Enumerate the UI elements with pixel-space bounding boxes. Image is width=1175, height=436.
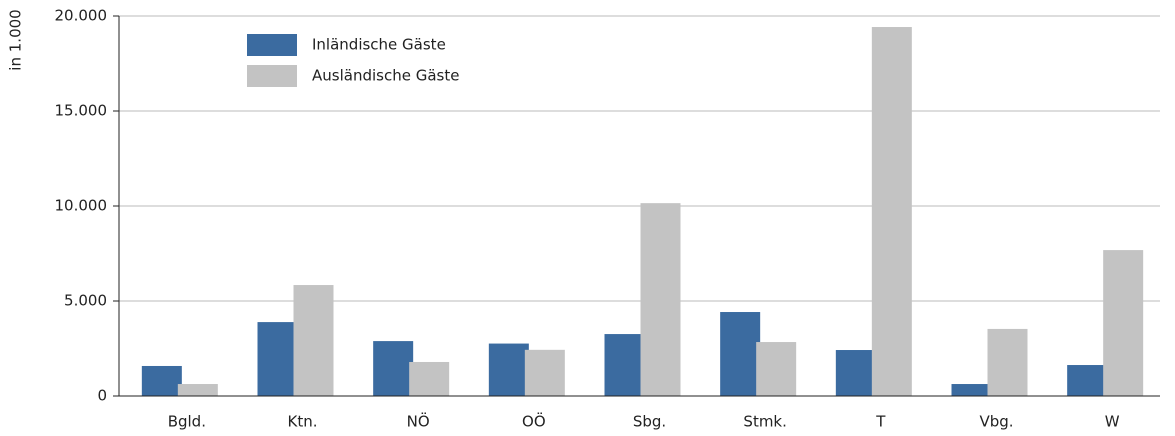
- x-tick-label: Bgld.: [168, 413, 206, 431]
- bar: [488, 343, 529, 396]
- x-tick-label: Stmk.: [743, 413, 786, 431]
- legend-swatch: [247, 65, 297, 87]
- legend-swatch: [247, 34, 297, 56]
- bar: [409, 361, 450, 396]
- bar: [835, 350, 876, 396]
- bar: [373, 341, 414, 396]
- legend-label: Ausländische Gäste: [312, 67, 459, 85]
- bar: [257, 322, 298, 396]
- y-tick-label: 5.000: [64, 292, 107, 310]
- bar: [141, 365, 182, 396]
- x-tick-label: NÖ: [407, 412, 430, 431]
- bar: [640, 203, 681, 396]
- y-tick-label: 0: [97, 387, 107, 405]
- bar: [951, 384, 992, 396]
- y-tick-label: 10.000: [55, 197, 108, 215]
- bar: [177, 384, 218, 396]
- bar: [720, 312, 761, 396]
- legend-label: Inländische Gäste: [312, 36, 446, 54]
- y-tick-label: 20.000: [55, 7, 108, 25]
- bar: [293, 285, 334, 396]
- x-tick-label: T: [875, 413, 886, 431]
- x-tick-label: OÖ: [522, 412, 546, 431]
- y-axis-label: in 1.000: [7, 9, 25, 70]
- bar: [871, 27, 912, 397]
- x-tick-label: W: [1105, 413, 1120, 431]
- bar: [1067, 365, 1108, 396]
- bar: [987, 328, 1028, 396]
- bar: [604, 334, 645, 396]
- bar: [524, 349, 565, 396]
- y-tick-label: 15.000: [55, 102, 108, 120]
- bar: [1103, 250, 1144, 396]
- bar: [756, 342, 797, 396]
- x-tick-label: Vbg.: [979, 413, 1013, 431]
- x-tick-label: Ktn.: [288, 413, 318, 431]
- x-tick-label: Sbg.: [633, 413, 666, 431]
